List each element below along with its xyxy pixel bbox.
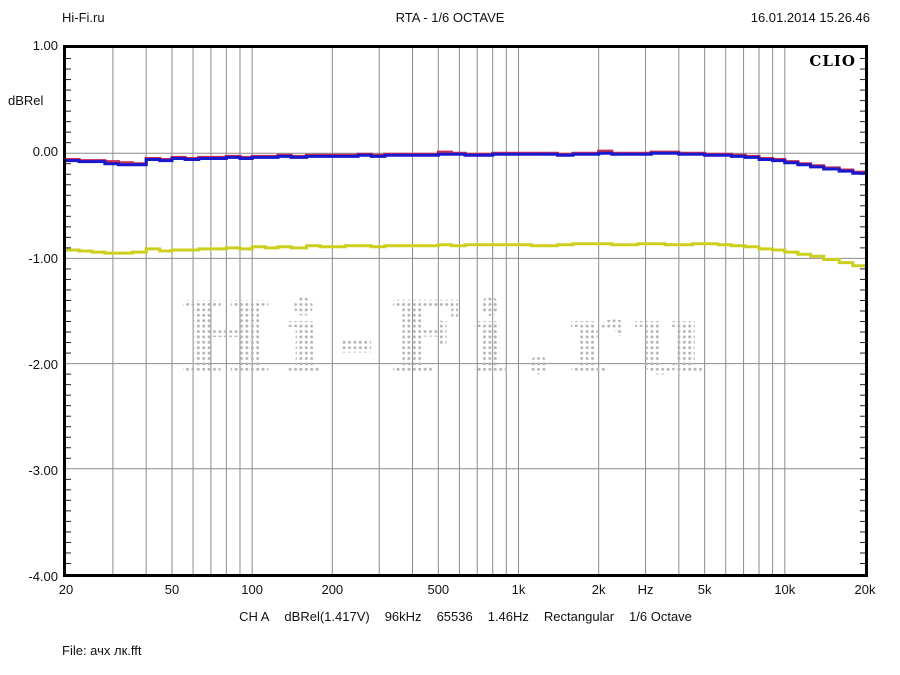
y-tick-label: 1.00 — [32, 38, 58, 53]
timestamp: 16.01.2014 15.26.46 — [750, 10, 870, 25]
x-tick-label: 50 — [164, 582, 180, 597]
y-axis-unit-label: dBRel — [8, 93, 44, 108]
rta-plot-area: Hi-Fi.ru CLIO — [63, 45, 868, 577]
curve-blue — [66, 151, 865, 175]
y-tick-label: -4.00 — [28, 569, 58, 584]
y-tick-label: 0.00 — [32, 144, 58, 159]
x-tick-label: 5k — [697, 582, 712, 597]
y-tick-label: -3.00 — [28, 463, 58, 478]
x-tick-label: 200 — [321, 582, 344, 597]
x-tick-label: 10k — [774, 582, 796, 597]
caption-reference: dBRel(1.417V) — [284, 609, 370, 624]
x-tick-label: 20k — [854, 582, 876, 597]
gridlines — [66, 48, 865, 574]
x-tick-label: 20 — [58, 582, 74, 597]
caption-window: Rectangular — [543, 609, 615, 624]
x-tick-label: 500 — [427, 582, 450, 597]
watermark-text: Hi-Fi.ru — [178, 279, 717, 397]
y-tick-label: -1.00 — [28, 251, 58, 266]
caption-channel: CH A — [239, 609, 270, 624]
curve-yellow — [66, 242, 865, 268]
x-tick-label: 1k — [511, 582, 526, 597]
page-title: RTA - 1/6 OCTAVE — [395, 10, 505, 25]
caption-smoothing: 1/6 Octave — [629, 609, 692, 624]
x-tick-label: 2k — [591, 582, 606, 597]
site-label: Hi-Fi.ru — [62, 10, 105, 25]
measurement-curves — [66, 149, 865, 268]
x-axis-unit-label: Hz — [637, 582, 654, 597]
x-tick-label: 100 — [241, 582, 264, 597]
caption-fftsize: 65536 — [436, 609, 473, 624]
file-name-label: File: ачх лк.fft — [62, 643, 142, 658]
rta-chart: Hi-Fi.ru — [66, 48, 865, 574]
clio-brand-label: CLIO — [809, 52, 856, 70]
caption-samplerate: 96kHz — [384, 609, 422, 624]
y-tick-label: -2.00 — [28, 357, 58, 372]
x-axis: 20 50 100 200 500 1k 2k Hz 5k 10k 20k — [59, 582, 876, 600]
measurement-caption: CH A dBRel(1.417V) 96kHz 65536 1.46Hz Re… — [63, 609, 868, 624]
caption-resolution: 1.46Hz — [487, 609, 529, 624]
